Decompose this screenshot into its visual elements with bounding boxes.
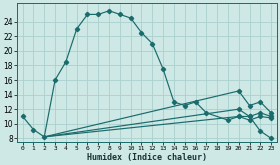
- X-axis label: Humidex (Indice chaleur): Humidex (Indice chaleur): [87, 152, 207, 162]
